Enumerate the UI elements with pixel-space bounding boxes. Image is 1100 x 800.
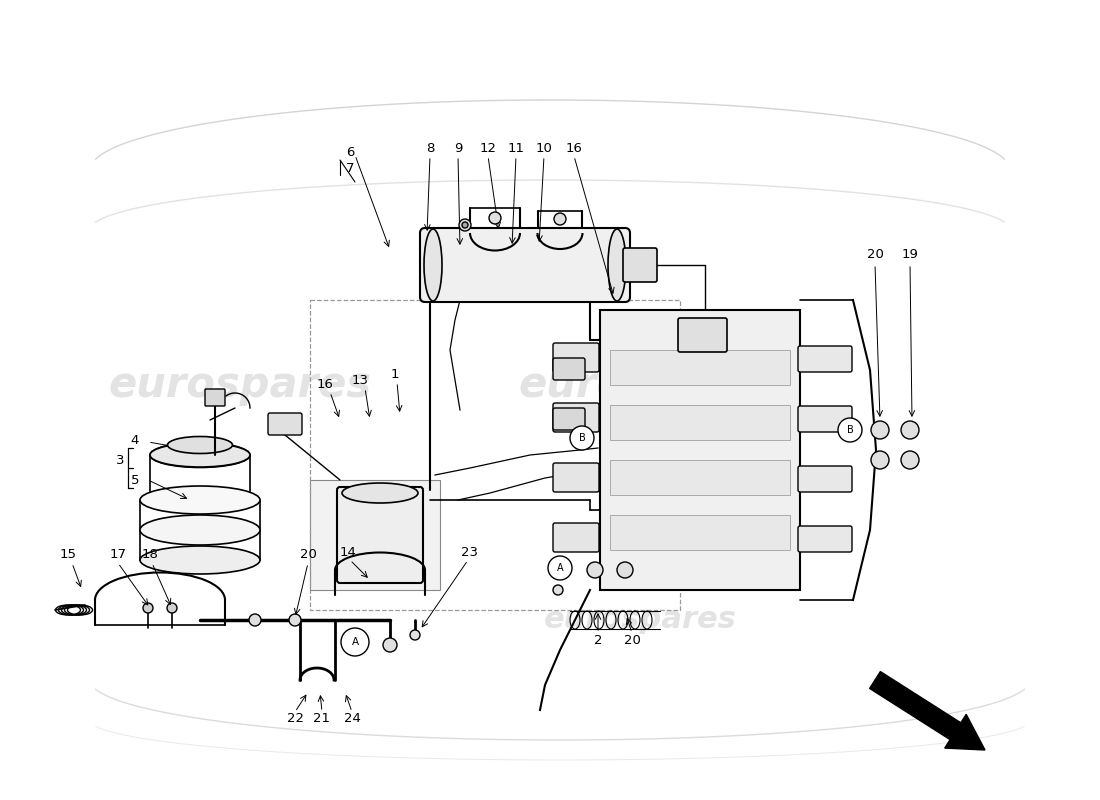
FancyBboxPatch shape — [553, 358, 585, 380]
Text: 4: 4 — [131, 434, 140, 446]
FancyBboxPatch shape — [268, 413, 302, 435]
Circle shape — [901, 421, 918, 439]
Circle shape — [548, 556, 572, 580]
Circle shape — [838, 418, 862, 442]
Ellipse shape — [140, 486, 260, 514]
Circle shape — [249, 614, 261, 626]
Ellipse shape — [342, 483, 418, 503]
Circle shape — [553, 585, 563, 595]
FancyBboxPatch shape — [610, 405, 790, 440]
Text: 11: 11 — [507, 142, 525, 154]
Circle shape — [901, 451, 918, 469]
Text: 21: 21 — [314, 711, 330, 725]
FancyBboxPatch shape — [678, 318, 727, 352]
Text: 5: 5 — [131, 474, 140, 486]
Circle shape — [289, 614, 301, 626]
Text: 16: 16 — [317, 378, 333, 391]
Circle shape — [462, 222, 468, 228]
Text: 3: 3 — [116, 454, 124, 466]
FancyBboxPatch shape — [553, 403, 600, 432]
FancyBboxPatch shape — [553, 408, 585, 430]
FancyBboxPatch shape — [798, 466, 852, 492]
FancyBboxPatch shape — [337, 487, 424, 583]
Ellipse shape — [140, 515, 260, 545]
Text: 14: 14 — [340, 546, 356, 559]
Circle shape — [871, 421, 889, 439]
Text: 20: 20 — [624, 634, 640, 646]
FancyBboxPatch shape — [600, 310, 800, 590]
Ellipse shape — [150, 443, 250, 467]
Ellipse shape — [167, 437, 232, 454]
Text: eurospares: eurospares — [518, 364, 782, 406]
Text: 18: 18 — [142, 549, 158, 562]
Text: 23: 23 — [462, 546, 478, 559]
Circle shape — [341, 628, 368, 656]
Circle shape — [490, 212, 500, 224]
Circle shape — [617, 562, 632, 578]
Text: 20: 20 — [867, 249, 883, 262]
Text: 6: 6 — [345, 146, 354, 159]
FancyBboxPatch shape — [610, 350, 790, 385]
FancyArrow shape — [870, 671, 984, 750]
FancyBboxPatch shape — [623, 248, 657, 282]
Text: 9: 9 — [454, 142, 462, 154]
Circle shape — [587, 562, 603, 578]
Text: A: A — [557, 563, 563, 573]
Text: eurospares: eurospares — [543, 606, 736, 634]
FancyBboxPatch shape — [798, 406, 852, 432]
Text: 13: 13 — [352, 374, 368, 386]
Ellipse shape — [150, 442, 250, 467]
Text: 10: 10 — [536, 142, 552, 154]
Ellipse shape — [608, 229, 626, 301]
Text: B: B — [847, 425, 854, 435]
FancyBboxPatch shape — [553, 343, 600, 372]
FancyBboxPatch shape — [798, 526, 852, 552]
FancyBboxPatch shape — [610, 515, 790, 550]
Text: 12: 12 — [480, 142, 496, 154]
Text: 1: 1 — [390, 367, 399, 381]
FancyBboxPatch shape — [205, 389, 225, 406]
FancyBboxPatch shape — [798, 346, 852, 372]
Ellipse shape — [140, 546, 260, 574]
Text: 24: 24 — [343, 711, 361, 725]
Text: 15: 15 — [59, 549, 77, 562]
Text: 7: 7 — [345, 162, 354, 174]
FancyBboxPatch shape — [310, 480, 440, 590]
Text: eurospares: eurospares — [109, 364, 372, 406]
Circle shape — [871, 451, 889, 469]
Text: 17: 17 — [110, 549, 126, 562]
Circle shape — [383, 638, 397, 652]
Circle shape — [143, 603, 153, 613]
FancyBboxPatch shape — [420, 228, 630, 302]
Ellipse shape — [424, 229, 442, 301]
Circle shape — [167, 603, 177, 613]
Text: A: A — [351, 637, 359, 647]
Text: 16: 16 — [565, 142, 582, 154]
Text: 19: 19 — [902, 249, 918, 262]
FancyBboxPatch shape — [553, 523, 600, 552]
Text: 22: 22 — [286, 711, 304, 725]
FancyBboxPatch shape — [610, 460, 790, 495]
Circle shape — [410, 630, 420, 640]
FancyBboxPatch shape — [553, 463, 600, 492]
Circle shape — [459, 219, 471, 231]
Text: 8: 8 — [426, 142, 434, 154]
Text: 20: 20 — [299, 549, 317, 562]
Text: 2: 2 — [594, 634, 603, 646]
Text: B: B — [579, 433, 585, 443]
Circle shape — [554, 213, 566, 225]
Circle shape — [570, 426, 594, 450]
